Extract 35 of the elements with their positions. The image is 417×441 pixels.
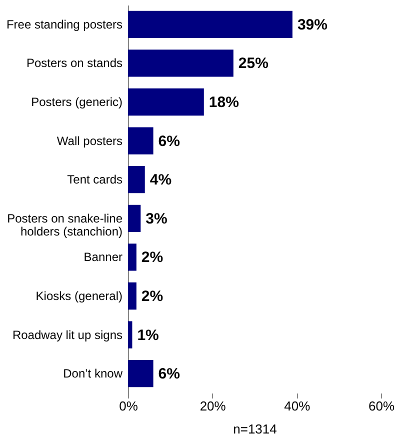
x-tick-label: 40%: [284, 398, 311, 414]
data-label: 18%: [208, 94, 239, 111]
bar: [128, 244, 136, 271]
x-tick-label: 0%: [119, 398, 138, 414]
data-label: 6%: [158, 132, 180, 150]
data-label: 2%: [141, 288, 164, 305]
y-tick-label: Don’t know: [63, 366, 123, 381]
data-label: 25%: [238, 55, 268, 72]
data-label: 1%: [137, 326, 159, 344]
bar: [128, 321, 132, 348]
bar: [128, 204, 141, 232]
x-tick-label: 60%: [368, 398, 395, 414]
y-tick-label: Banner: [84, 250, 122, 264]
x-axis-title: n=1314: [233, 422, 277, 436]
bar: [128, 50, 234, 77]
bar: [128, 282, 136, 310]
data-label: 3%: [146, 210, 168, 228]
data-label: 39%: [297, 16, 328, 34]
y-tick-label: Wall posters: [56, 134, 122, 148]
bar: [128, 360, 154, 388]
x-tick-label: 20%: [200, 398, 226, 414]
y-tick-label: Roadway lit up signs: [12, 328, 122, 342]
bar: [128, 127, 154, 154]
y-tick-label: Tent cards: [67, 172, 122, 187]
data-label: 6%: [158, 366, 180, 383]
y-tick-label: Free standing posters: [6, 17, 122, 32]
y-tick-label: Kiosks (general): [36, 289, 122, 303]
y-tick-label: Posters on stands: [26, 56, 122, 70]
data-label: 2%: [141, 249, 164, 266]
bar: [128, 10, 292, 38]
y-tick-label: Posters (generic): [31, 95, 122, 109]
data-label: 4%: [150, 172, 172, 189]
bar: [128, 88, 204, 116]
y-tick-label: Posters on snake-line holders (stanchion): [7, 211, 123, 238]
bar: [128, 166, 145, 194]
